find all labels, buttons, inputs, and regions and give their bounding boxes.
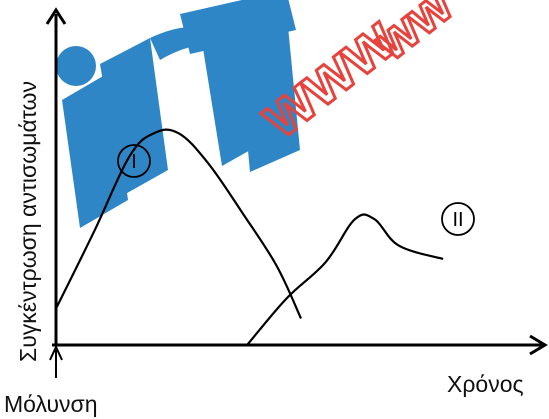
axes bbox=[45, 7, 548, 378]
infection-arrowhead bbox=[49, 344, 63, 361]
x-axis-arrowhead bbox=[529, 334, 548, 356]
x-axis-label: Χρόνος bbox=[447, 371, 524, 397]
infection-label: Μόλυνση bbox=[4, 391, 98, 417]
series-layer: III bbox=[55, 128, 475, 346]
watermark-logo: www ww bbox=[56, 0, 465, 228]
series-line-I bbox=[55, 128, 302, 319]
series-label-I: I bbox=[117, 144, 151, 178]
watermark-letter-i-dot bbox=[56, 46, 96, 86]
series-label-text: I bbox=[131, 151, 137, 173]
y-axis-arrowhead bbox=[45, 7, 67, 25]
series-line-II bbox=[246, 213, 444, 346]
y-axis-label: Συγκέντρωση αντισωμάτων bbox=[15, 81, 41, 362]
series-label-circle bbox=[441, 202, 475, 236]
series-label-circle bbox=[117, 144, 151, 178]
watermark-letter-t bbox=[180, 0, 300, 172]
watermark-letter-n bbox=[100, 10, 268, 196]
series-label-text: II bbox=[452, 209, 463, 231]
series-label-II: II bbox=[441, 202, 475, 236]
